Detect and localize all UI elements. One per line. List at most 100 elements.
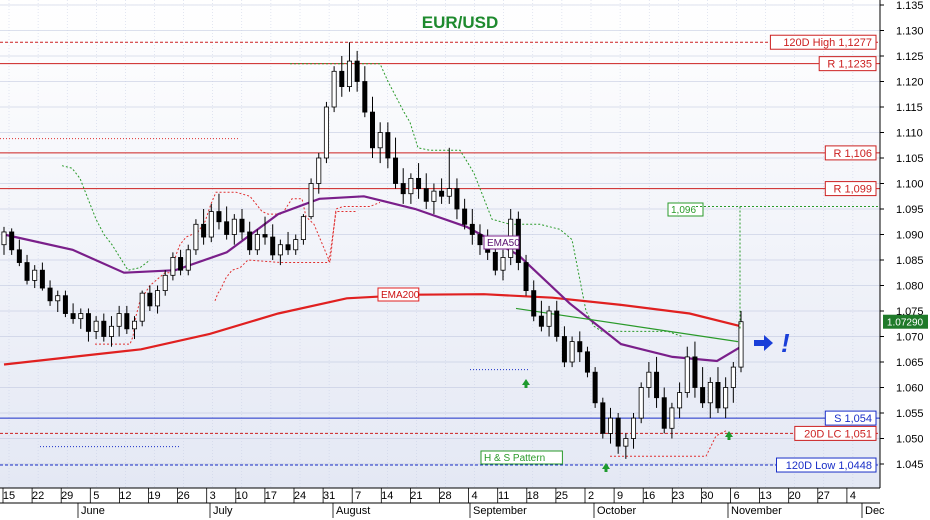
candle-body <box>631 417 637 439</box>
candle-body <box>423 188 429 202</box>
level-label-box <box>824 410 877 426</box>
candle-body <box>231 218 237 235</box>
x-axis: 15 22 29 5 12 19 26 3 10 17 24 31 7 14 21 28 4 11 18 25 2 9 16… <box>2 488 885 518</box>
x-tick-label: 25 <box>556 490 568 502</box>
candle-body <box>592 371 598 404</box>
candle-body <box>354 60 360 82</box>
candle-body <box>24 262 30 281</box>
candle-body <box>692 356 698 388</box>
month-label: November <box>731 505 782 517</box>
candle-body <box>346 60 352 87</box>
candle-body <box>293 239 299 251</box>
candle-body <box>569 341 575 363</box>
candle-body <box>277 244 283 256</box>
candle-body <box>538 315 544 327</box>
x-tick-label: 20 <box>789 490 801 502</box>
last-price-box <box>883 314 928 329</box>
candle-body <box>316 157 322 184</box>
level-label: R 1,099 <box>833 184 872 196</box>
candle-body <box>193 223 199 251</box>
month-label: August <box>336 505 370 517</box>
y-tick-label: 1.060 <box>896 383 924 395</box>
y-tick-label: 1.130 <box>896 26 924 38</box>
x-tick-label: 29 <box>61 490 73 502</box>
y-tick-label: 1.075 <box>896 306 924 318</box>
level-label: 20D LC 1,051 <box>804 428 872 440</box>
candle-body <box>492 251 498 271</box>
y-tick-label: 1.115 <box>896 102 923 114</box>
plot-area <box>0 0 880 488</box>
annotations: EMA50 EMA200 H & S Pattern 1,096 1.07290! <box>0 138 928 472</box>
candle-body <box>78 313 84 320</box>
candle-body <box>323 106 329 159</box>
candle-body <box>454 188 460 210</box>
green-up-arrow-icon <box>602 463 610 472</box>
y-tick-label: 1.110 <box>896 128 923 140</box>
x-tick-label: 10 <box>236 490 248 502</box>
candle-body <box>654 371 660 399</box>
candle-body <box>416 177 422 189</box>
x-tick-label: 28 <box>439 490 451 502</box>
candle-body <box>285 244 291 251</box>
x-tick-label: 31 <box>323 490 335 502</box>
candle-body <box>377 132 383 149</box>
candle-body <box>147 292 153 307</box>
x-tick-label: 30 <box>701 490 713 502</box>
x-tick-label: 26 <box>177 490 189 502</box>
x-tick-label: 23 <box>672 490 684 502</box>
y-tick-label: 1.070 <box>896 332 924 344</box>
candle-body <box>124 313 130 330</box>
candle-body <box>669 407 675 429</box>
x-tick-label: 11 <box>498 490 509 502</box>
y-axis: 1.045 1.050 1.055 1.060 1.065 1.070 1.075 1.080… <box>880 0 924 471</box>
y-tick-label: 1.135 <box>896 0 924 12</box>
candle-body <box>684 356 690 393</box>
y-tick-label: 1.125 <box>896 51 924 63</box>
candle-body <box>139 292 145 322</box>
ema50-line <box>3 195 742 363</box>
candle-body <box>385 132 391 159</box>
green-up-arrow-icon <box>725 431 733 440</box>
x-tick-label: 13 <box>759 490 771 502</box>
candle-body <box>16 249 22 263</box>
candle-body <box>155 290 161 307</box>
candle-body <box>85 313 91 332</box>
candle-body <box>116 313 122 327</box>
x-tick-label: 2 <box>588 490 594 502</box>
y-tick-label: 1.065 <box>896 357 924 369</box>
candle-body <box>600 402 606 434</box>
ema50-label-box <box>483 235 520 250</box>
candle-body <box>239 218 245 233</box>
candle-body <box>546 310 552 327</box>
candle-body <box>615 417 621 447</box>
chart-title: EUR/USD <box>422 13 499 32</box>
x-tick-label: 14 <box>381 490 393 502</box>
candle-body <box>638 387 644 419</box>
level-label: 120D Low 1,0448 <box>786 460 872 472</box>
level-label-box <box>824 181 877 197</box>
candle-body <box>201 223 207 238</box>
x-tick-label: 21 <box>410 490 422 502</box>
candle-body <box>439 190 445 197</box>
candle-body <box>339 70 345 88</box>
candle-body <box>723 387 729 409</box>
month-label: October <box>597 505 636 517</box>
candle-body <box>531 290 537 317</box>
hs-pattern-label: H & S Pattern <box>484 453 545 464</box>
ema200-label: EMA200 <box>381 290 420 301</box>
blue-right-arrow-icon <box>754 335 773 351</box>
month-label: June <box>81 505 105 517</box>
candle-body <box>408 177 414 195</box>
x-tick-label: 22 <box>32 490 44 502</box>
candle-body <box>39 269 45 289</box>
level-label-box <box>818 56 877 72</box>
candle-body <box>577 341 583 353</box>
candle-body <box>561 336 567 363</box>
y-tick-label: 1.120 <box>896 77 924 89</box>
candle-body <box>646 371 652 388</box>
level-label-box <box>776 457 877 473</box>
y-tick-label: 1.090 <box>896 230 924 242</box>
level-label-box <box>794 425 877 441</box>
candle-body <box>208 211 214 238</box>
